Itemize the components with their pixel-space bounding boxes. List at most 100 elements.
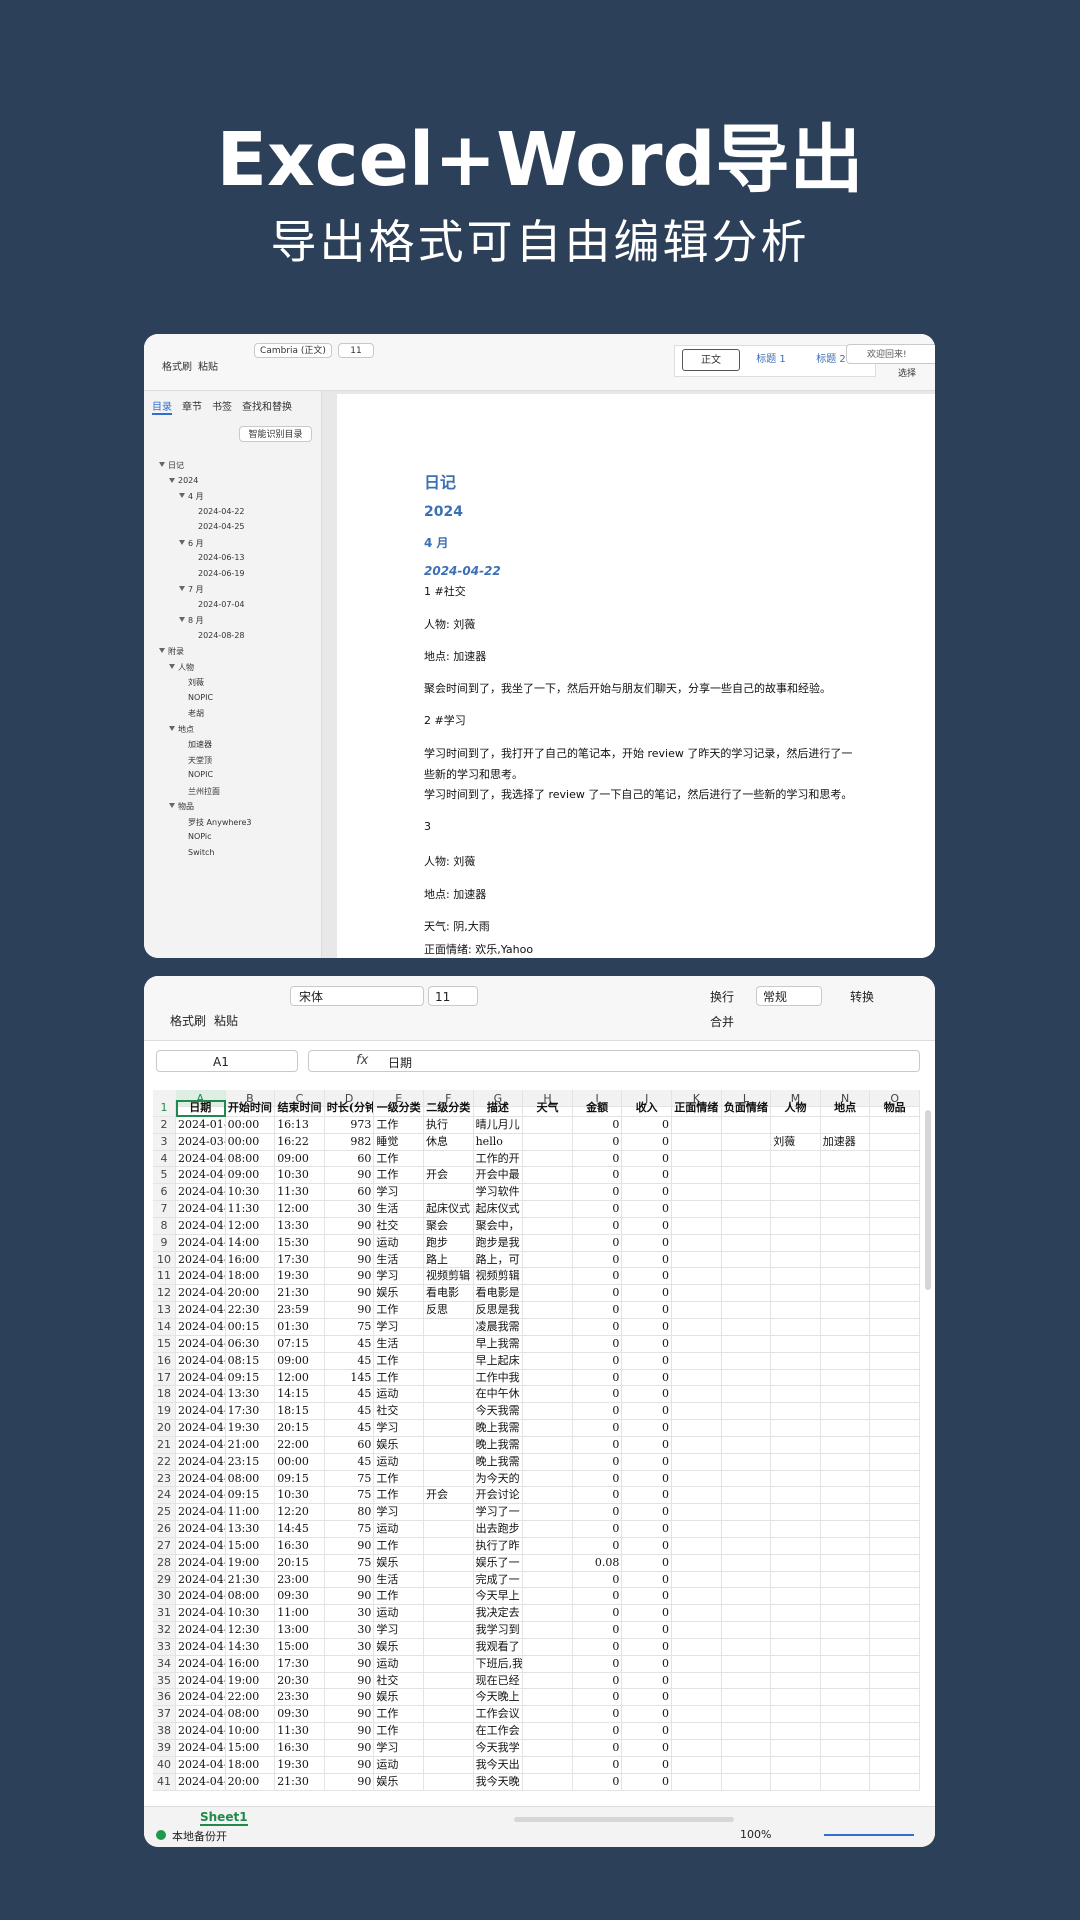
cell[interactable] xyxy=(672,1537,722,1555)
cell[interactable] xyxy=(820,1605,871,1623)
cell[interactable]: 18:00 xyxy=(225,1268,276,1286)
cell[interactable]: 22:00 xyxy=(225,1689,276,1707)
cell[interactable] xyxy=(523,1217,573,1235)
cell[interactable] xyxy=(523,1251,573,1269)
cell[interactable] xyxy=(820,1706,871,1724)
cell[interactable]: 聚会 xyxy=(424,1217,474,1235)
cell[interactable]: 在工作会 xyxy=(473,1723,524,1740)
row-number[interactable]: 33 xyxy=(153,1638,176,1656)
cell[interactable]: 0 xyxy=(572,1740,623,1757)
cell[interactable]: 2024-04-1 xyxy=(176,1302,226,1319)
cell[interactable]: 0 xyxy=(572,1588,623,1606)
cell[interactable] xyxy=(820,1588,871,1606)
paste[interactable]: 粘贴 xyxy=(198,362,218,373)
cell[interactable] xyxy=(771,1672,821,1690)
cell[interactable] xyxy=(721,1672,772,1690)
column-header[interactable]: I xyxy=(572,1090,623,1107)
cell[interactable] xyxy=(523,1403,573,1421)
cell[interactable]: 20:15 xyxy=(275,1554,325,1572)
cell[interactable]: 16:22 xyxy=(275,1133,325,1151)
cell[interactable] xyxy=(523,1184,573,1202)
cell[interactable] xyxy=(721,1133,772,1151)
cell[interactable]: 0 xyxy=(622,1436,672,1454)
cell[interactable] xyxy=(672,1723,722,1740)
cell[interactable]: 14:30 xyxy=(225,1638,276,1656)
cell[interactable]: 09:15 xyxy=(225,1487,276,1505)
tree-arrow[interactable] xyxy=(179,539,185,545)
cell[interactable] xyxy=(721,1773,772,1791)
cell[interactable] xyxy=(721,1150,772,1168)
outline-item[interactable]: Switch xyxy=(188,847,215,857)
cell[interactable]: 90 xyxy=(324,1234,375,1252)
cell[interactable]: 09:00 xyxy=(275,1150,325,1168)
cell[interactable] xyxy=(771,1403,821,1421)
cell[interactable]: 2024-04-1 xyxy=(176,1420,226,1437)
cell[interactable]: 0 xyxy=(622,1638,672,1656)
row-number[interactable]: 25 xyxy=(153,1504,176,1522)
cell[interactable]: 2024-04-1 xyxy=(176,1335,226,1353)
cell[interactable]: 2024-04-1 xyxy=(176,1706,226,1724)
cell[interactable] xyxy=(820,1369,871,1387)
cell[interactable]: 工作 xyxy=(374,1167,424,1185)
cell[interactable] xyxy=(523,1622,573,1639)
cell[interactable]: 刘薇 xyxy=(771,1133,821,1151)
cell[interactable]: 60 xyxy=(324,1184,375,1202)
cell[interactable] xyxy=(771,1436,821,1454)
cell[interactable]: 0 xyxy=(622,1150,672,1168)
cell[interactable] xyxy=(672,1672,722,1690)
cell[interactable]: 跑步是我 xyxy=(473,1234,524,1252)
cell[interactable] xyxy=(820,1689,871,1707)
cell[interactable]: 90 xyxy=(324,1302,375,1319)
cell[interactable]: 0 xyxy=(622,1504,672,1522)
cell[interactable] xyxy=(721,1184,772,1202)
cell[interactable]: 0 xyxy=(572,1217,623,1235)
row-number[interactable]: 21 xyxy=(153,1436,176,1454)
column-header[interactable]: H xyxy=(523,1090,573,1107)
cell[interactable]: 30 xyxy=(324,1201,375,1218)
cell[interactable]: 工作中我 xyxy=(473,1369,524,1387)
row-number[interactable]: 35 xyxy=(153,1672,176,1690)
cell[interactable] xyxy=(672,1403,722,1421)
cell[interactable] xyxy=(771,1554,821,1572)
cell[interactable] xyxy=(870,1521,920,1538)
cell[interactable] xyxy=(820,1723,871,1740)
cell[interactable]: 2024-04-1 xyxy=(176,1605,226,1623)
cell[interactable]: 早上起床 xyxy=(473,1352,524,1370)
outline-item[interactable]: NOPIC xyxy=(188,770,214,779)
cell[interactable]: 11:00 xyxy=(275,1605,325,1623)
cell[interactable]: 2024-04-1 xyxy=(176,1504,226,1522)
cell[interactable] xyxy=(424,1689,474,1707)
cell[interactable] xyxy=(672,1773,722,1791)
cell[interactable]: 90 xyxy=(324,1571,375,1589)
cell[interactable]: 2024-04-1 xyxy=(176,1150,226,1168)
cell[interactable] xyxy=(523,1133,573,1151)
cell[interactable]: 0 xyxy=(572,1150,623,1168)
cell[interactable]: 75 xyxy=(324,1319,375,1336)
cell[interactable]: 学习 xyxy=(374,1740,424,1757)
cell[interactable]: 2024-04-1 xyxy=(176,1655,226,1673)
column-header[interactable]: K xyxy=(672,1090,722,1107)
outline-item[interactable]: 6 月 xyxy=(188,538,204,548)
row-number[interactable]: 23 xyxy=(153,1470,176,1488)
row-number[interactable]: 5 xyxy=(153,1167,176,1185)
cell[interactable]: 2024-04-1 xyxy=(176,1672,226,1690)
row-number[interactable]: 15 xyxy=(153,1335,176,1353)
cell[interactable] xyxy=(523,1386,573,1404)
cell[interactable]: 11:30 xyxy=(275,1723,325,1740)
cell[interactable]: 工作 xyxy=(374,1352,424,1370)
cell[interactable] xyxy=(771,1184,821,1202)
cell[interactable]: 13:30 xyxy=(225,1386,276,1404)
cell[interactable]: 0 xyxy=(622,1133,672,1151)
cell[interactable] xyxy=(672,1756,722,1774)
cell[interactable]: 19:30 xyxy=(275,1756,325,1774)
cell[interactable]: 工作 xyxy=(374,1369,424,1387)
cell[interactable] xyxy=(672,1116,722,1134)
cell[interactable]: 0 xyxy=(622,1234,672,1252)
wrap[interactable]: 换行 xyxy=(710,990,735,1004)
cell[interactable]: 21:00 xyxy=(225,1436,276,1454)
cell[interactable]: 2024-04-1 xyxy=(176,1554,226,1572)
cell[interactable]: 在中午休 xyxy=(473,1386,524,1404)
cell[interactable] xyxy=(870,1150,920,1168)
cell[interactable] xyxy=(820,1302,871,1319)
cell[interactable]: 学习软件 xyxy=(473,1184,524,1202)
